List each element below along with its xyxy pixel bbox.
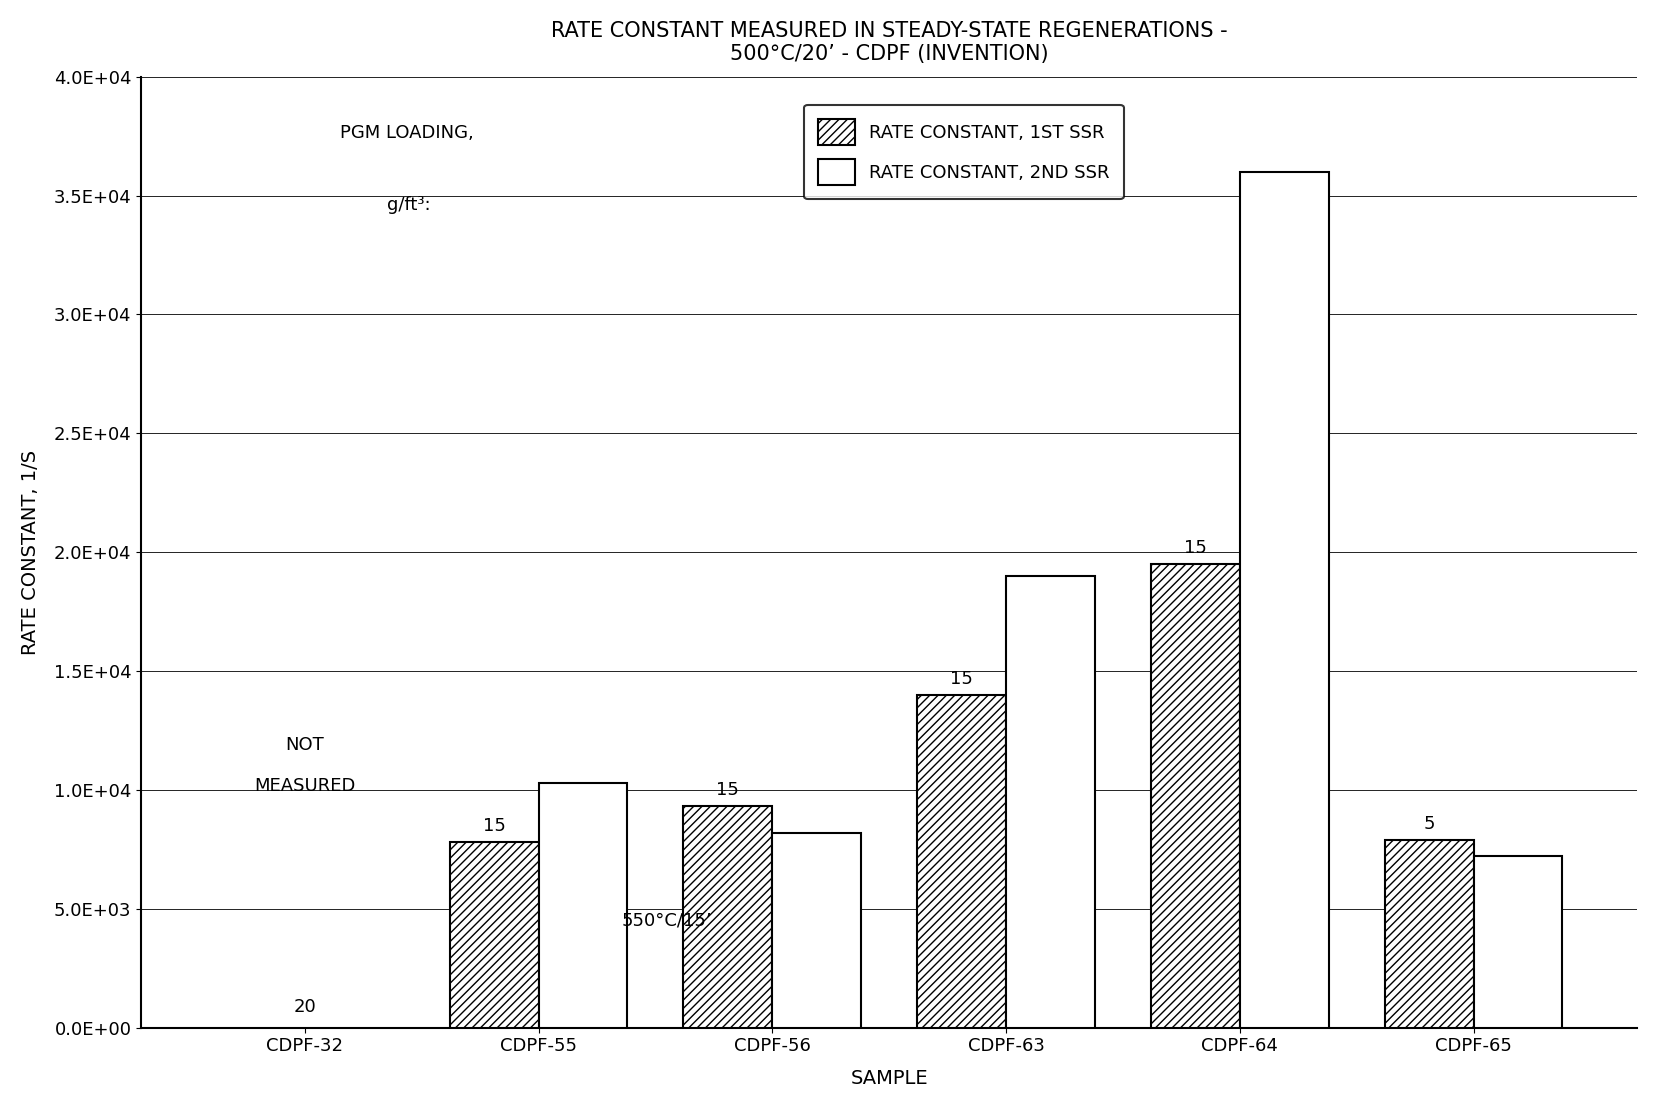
Title: RATE CONSTANT MEASURED IN STEADY-STATE REGENERATIONS -
500°C/20’ - CDPF (INVENTI: RATE CONSTANT MEASURED IN STEADY-STATE R… bbox=[550, 21, 1226, 64]
Bar bbox=[1239, 172, 1327, 1028]
Text: 550°C/15’: 550°C/15’ bbox=[621, 912, 713, 929]
Legend: RATE CONSTANT, 1ST SSR, RATE CONSTANT, 2ND SSR: RATE CONSTANT, 1ST SSR, RATE CONSTANT, 2… bbox=[804, 104, 1123, 200]
Text: g/ft³:: g/ft³: bbox=[386, 195, 431, 214]
Bar bbox=[1473, 856, 1561, 1028]
Text: MEASURED: MEASURED bbox=[254, 776, 355, 794]
Bar bbox=[449, 842, 539, 1028]
Bar bbox=[1384, 840, 1473, 1028]
Bar bbox=[772, 833, 860, 1028]
Y-axis label: RATE CONSTANT, 1/S: RATE CONSTANT, 1/S bbox=[22, 449, 40, 654]
Bar bbox=[683, 806, 772, 1028]
Text: PGM LOADING,: PGM LOADING, bbox=[340, 124, 474, 142]
Text: 15: 15 bbox=[949, 670, 973, 688]
Text: 20: 20 bbox=[293, 998, 316, 1016]
Bar bbox=[539, 783, 626, 1028]
Bar bbox=[916, 694, 1006, 1028]
Bar bbox=[1006, 576, 1094, 1028]
Text: 5: 5 bbox=[1422, 815, 1433, 833]
Bar bbox=[1150, 564, 1239, 1028]
Text: 15: 15 bbox=[1183, 539, 1206, 557]
Text: NOT: NOT bbox=[285, 736, 325, 754]
Text: 15: 15 bbox=[482, 817, 505, 835]
Text: 15: 15 bbox=[716, 782, 739, 800]
X-axis label: SAMPLE: SAMPLE bbox=[850, 1069, 928, 1088]
